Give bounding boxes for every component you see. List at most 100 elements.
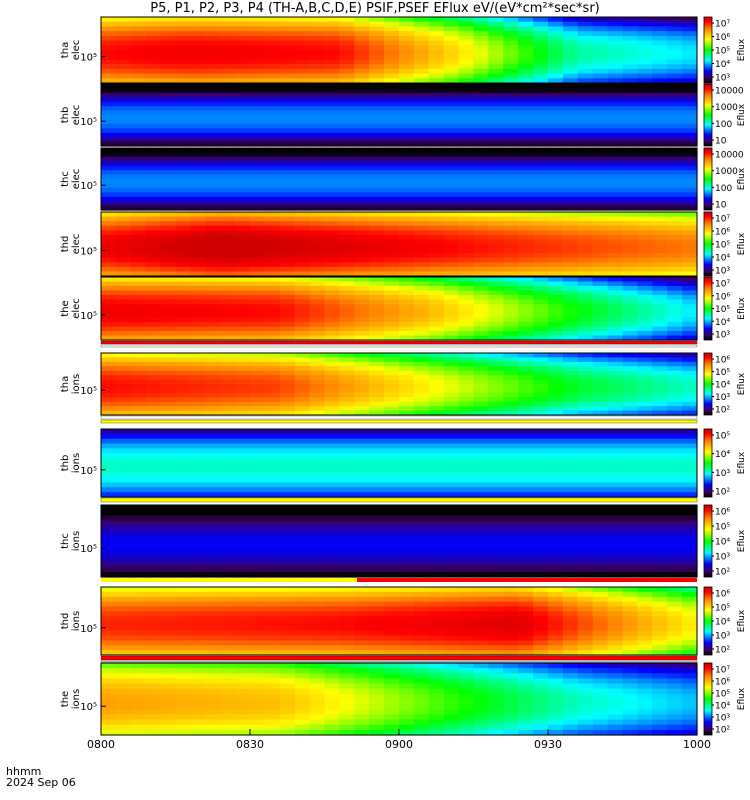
spectrogram-cell xyxy=(264,510,281,516)
spectrogram-cell xyxy=(220,132,236,138)
spectrogram-cell xyxy=(458,253,475,259)
spectrogram-cell xyxy=(279,335,296,341)
spectrogram-cell xyxy=(473,119,489,125)
spectrogram-cell xyxy=(115,40,132,46)
spectrogram-cell xyxy=(205,106,221,112)
spectrogram-cell xyxy=(369,290,385,296)
spectrogram-cell xyxy=(533,322,549,328)
spectrogram-cell xyxy=(384,141,400,147)
status-stripe xyxy=(100,497,698,503)
spectrogram-cell xyxy=(518,401,534,407)
spectrogram-cell xyxy=(577,40,594,46)
spectrogram-cell xyxy=(309,110,326,116)
spectrogram-cell xyxy=(250,59,266,65)
spectrogram-cell xyxy=(235,477,251,484)
spectrogram-cell xyxy=(160,201,177,207)
spectrogram-cell xyxy=(622,78,638,84)
spectrogram-cell xyxy=(190,429,206,435)
spectrogram-cell xyxy=(443,556,460,563)
spectrogram-cell xyxy=(562,97,579,103)
spectrogram-cell xyxy=(279,313,296,319)
spectrogram-cell xyxy=(250,541,266,547)
spectrogram-cell xyxy=(205,606,221,612)
spectrogram-cell xyxy=(250,571,266,578)
spectrogram-cell xyxy=(533,299,549,305)
spectrogram-cell xyxy=(622,132,638,138)
spectrogram-cell xyxy=(458,281,475,287)
spectrogram-cell xyxy=(652,335,668,341)
spectrogram-cell xyxy=(652,277,668,283)
spectrogram-cell xyxy=(279,453,296,459)
spectrogram-cell xyxy=(399,621,415,627)
spectrogram-cell xyxy=(369,141,385,147)
spectrogram-cell xyxy=(518,482,534,488)
spectrogram-cell xyxy=(294,78,311,84)
spectrogram-cell xyxy=(205,515,221,522)
spectrogram-cell xyxy=(190,266,206,273)
spectrogram-cell xyxy=(175,621,191,627)
spectrogram-cell xyxy=(190,370,206,376)
spectrogram-cell xyxy=(279,97,296,103)
spectrogram-cell xyxy=(324,216,340,222)
spectrogram-cell xyxy=(533,410,549,416)
spectrogram-cell xyxy=(309,174,326,180)
spectrogram-cell xyxy=(220,248,236,254)
spectrogram-cell xyxy=(592,331,609,337)
spectrogram-cell xyxy=(279,290,296,296)
spectrogram-cell xyxy=(503,375,519,381)
spectrogram-cell xyxy=(637,54,653,61)
spectrogram-cell xyxy=(637,141,653,147)
spectrogram-cell xyxy=(324,487,340,493)
spectrogram-cell xyxy=(667,384,683,390)
spectrogram-cell xyxy=(369,253,385,259)
spectrogram-cell xyxy=(101,64,117,70)
spectrogram-cell xyxy=(413,640,430,646)
spectrogram-cell xyxy=(324,611,340,617)
spectrogram-cell xyxy=(235,68,251,75)
spectrogram-cell xyxy=(309,429,326,435)
spectrogram-cell xyxy=(443,353,460,359)
spectrogram-cell xyxy=(160,156,177,162)
spectrogram-cell xyxy=(115,128,132,134)
spectrogram-cell xyxy=(503,561,519,568)
spectrogram-cell xyxy=(428,137,445,143)
spectrogram-cell xyxy=(607,458,624,464)
spectrogram-cell xyxy=(533,31,549,37)
spectrogram-cell xyxy=(175,453,191,459)
spectrogram-cell xyxy=(101,443,117,450)
spectrogram-cell xyxy=(443,467,460,474)
spectrogram-cell xyxy=(309,366,326,372)
colorbar-tick-label: 10² xyxy=(715,488,730,498)
spectrogram-cell xyxy=(354,611,370,617)
spectrogram-cell xyxy=(115,635,132,642)
spectrogram-cell xyxy=(682,183,698,189)
spectrogram-cell xyxy=(354,397,370,403)
spectrogram-cell xyxy=(324,313,340,319)
spectrogram-cell xyxy=(160,566,177,573)
spectrogram-cell xyxy=(324,510,340,516)
spectrogram-cell xyxy=(503,205,519,211)
spectrogram-cell xyxy=(592,366,609,372)
spectrogram-cell xyxy=(622,515,638,522)
spectrogram-cell xyxy=(279,525,296,532)
spectrogram-cell xyxy=(652,59,668,65)
spectrogram-cell xyxy=(622,262,638,268)
spectrogram-cell xyxy=(488,26,504,32)
spectrogram-cell xyxy=(235,31,251,37)
spectrogram-cell xyxy=(428,304,445,310)
spectrogram-cell xyxy=(384,128,400,134)
spectrogram-cell xyxy=(533,353,549,359)
spectrogram-cell xyxy=(682,161,698,167)
spectrogram-cell xyxy=(339,458,355,464)
spectrogram-cell xyxy=(145,379,162,385)
spectrogram-cell xyxy=(652,266,668,273)
spectrogram-cell xyxy=(577,546,594,552)
spectrogram-cell xyxy=(592,137,609,143)
spectrogram-cell xyxy=(384,225,400,231)
spectrogram-cell xyxy=(667,115,683,121)
spectrogram-cell xyxy=(130,141,147,147)
spectrogram-cell xyxy=(592,253,609,259)
spectrogram-cell xyxy=(443,174,460,180)
spectrogram-cell xyxy=(190,205,206,211)
